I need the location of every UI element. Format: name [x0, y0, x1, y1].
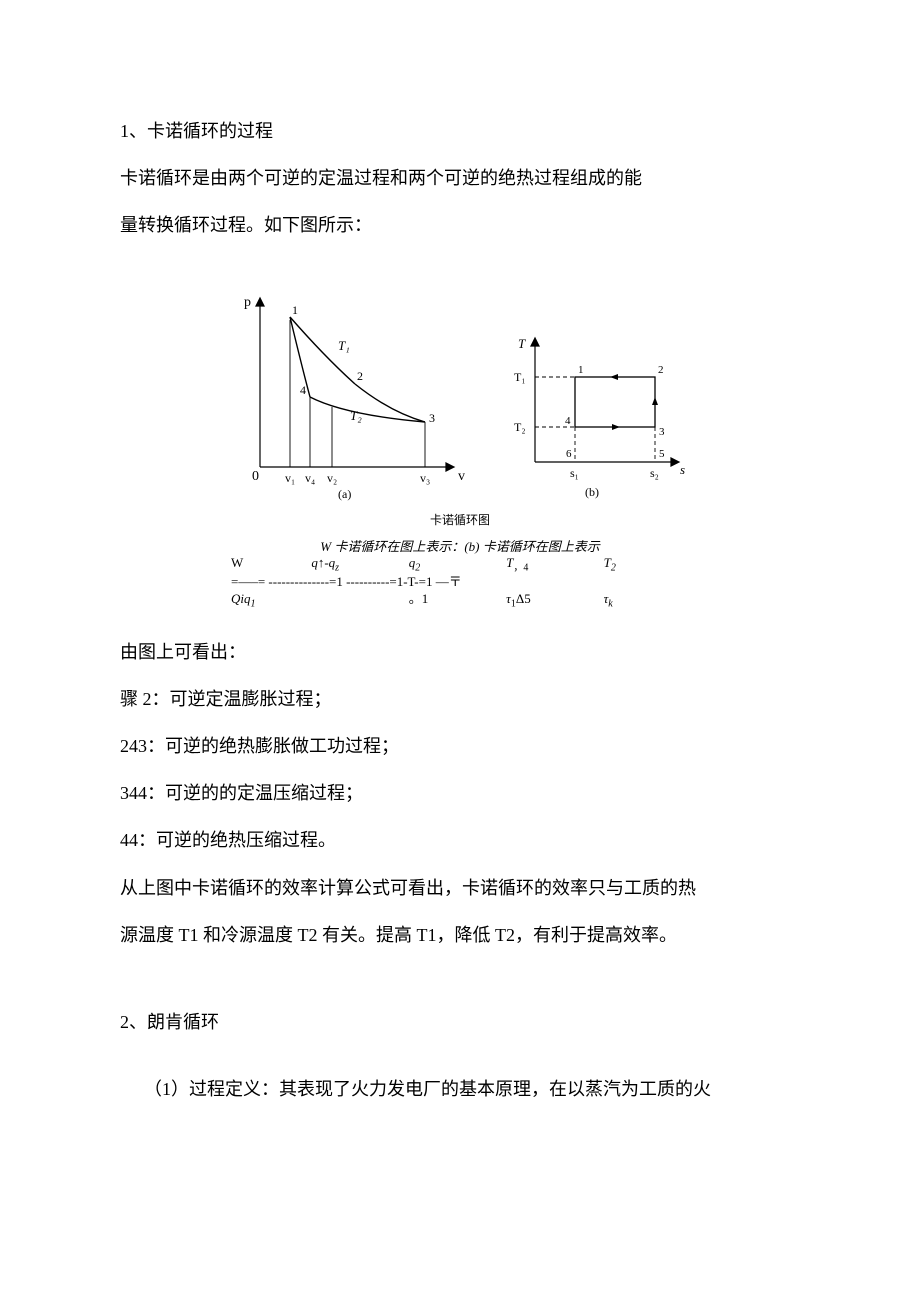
f-r1c4s: ，4	[513, 562, 528, 573]
pv-y-label: p	[244, 295, 251, 310]
pv-origin: 0	[252, 469, 259, 484]
body-p5: 243：可逆的绝热膨胀做工功过程；	[120, 725, 800, 768]
body-p3: 由图上可看出：	[120, 631, 800, 674]
sec1-p2: 量转换循环过程。如下图所示：	[120, 204, 800, 247]
f-r1c5: T	[604, 555, 611, 570]
ts-pt2: 2	[658, 364, 664, 376]
sec1-p1: 卡诺循环是由两个可逆的定温过程和两个可逆的绝热过程组成的能	[120, 157, 800, 200]
f-r1c2: q↑-q	[311, 555, 335, 570]
ts-x-label: s	[680, 462, 685, 477]
pv-tick-v1: v₁	[285, 471, 295, 485]
ts-pt4: 4	[565, 415, 571, 427]
f-r1c1: W	[231, 555, 243, 570]
ts-diagram: T s T₁ T₂ s₁ s₂ 1 2 3 4 5 6 (b)	[500, 332, 690, 502]
diagrams-row: p v 0 v₁ v₄ v₂ v₃ 1 2 3 4 T₁ T₂ (a)	[230, 292, 690, 502]
ts-pt1: 1	[578, 364, 584, 376]
body-p7: 44：可逆的绝热压缩过程。	[120, 819, 800, 862]
formula-row2: =—–= --------------=1 ----------=1-T-=1 …	[225, 574, 695, 591]
formula-grid: W q↑-qz q2 T，4 T2 =—–= --------------=1 …	[225, 555, 695, 611]
ts-pt6: 6	[566, 448, 572, 460]
formula-line1-b: (b) 卡诺循环在图上表示	[464, 539, 599, 554]
ts-xtick-s2: s₂	[650, 466, 659, 480]
f-r1c3s: 2	[415, 562, 420, 573]
ts-ytick-t1: T₁	[514, 370, 526, 384]
pv-tick-v2: v₂	[327, 471, 337, 485]
pv-pt4: 4	[300, 383, 306, 397]
section-gap	[120, 961, 800, 1001]
formula-row1: W q↑-qz q2 T，4 T2	[225, 555, 695, 575]
pv-curve-t1: T₁	[338, 338, 350, 353]
ts-ytick-t2: T₂	[514, 420, 526, 434]
body-p4: 骤 2：可逆定温膨胀过程；	[120, 678, 800, 721]
figure-caption: 卡诺循环图	[120, 511, 800, 528]
formula-block: W 卡诺循环在图上表示：(b) 卡诺循环在图上表示 W q↑-qz q2 T，4…	[225, 536, 695, 611]
formula-line1-a: W 卡诺循环在图上表示：	[320, 539, 464, 554]
f-r3c1s: 1	[251, 599, 256, 610]
f-r3c4s: k	[608, 599, 612, 610]
pv-tick-v3: v₃	[420, 471, 430, 485]
f-r3c3b: Δ5	[516, 591, 531, 606]
f-r2: =—–= --------------=1 ----------=1-T-=1 …	[225, 574, 462, 591]
body-p9: 源温度 T1 和冷源温度 T2 有关。提高 T1，降低 T2，有利于提高效率。	[120, 914, 800, 957]
figure-block: p v 0 v₁ v₄ v₂ v₃ 1 2 3 4 T₁ T₂ (a)	[120, 292, 800, 611]
ts-xtick-s1: s₁	[570, 466, 579, 480]
f-r3c1: Qiq	[231, 591, 251, 606]
sec2-p1: （1）过程定义：其表现了火力发电厂的基本原理，在以蒸汽为工质的火	[120, 1068, 800, 1111]
formula-row3: Qiq1 。1 τ1Δ5 τk	[225, 591, 695, 611]
ts-pt3: 3	[659, 426, 665, 438]
f-r3c2: 。1	[409, 591, 429, 606]
pv-pt2: 2	[357, 369, 363, 383]
pv-pt1: 1	[292, 303, 298, 317]
pv-x-label: v	[458, 469, 465, 484]
pv-pt3: 3	[429, 411, 435, 425]
body-p8: 从上图中卡诺循环的效率计算公式可看出，卡诺循环的效率只与工质的热	[120, 867, 800, 910]
ts-sub-b: (b)	[585, 485, 599, 499]
ts-y-label: T	[518, 336, 526, 351]
f-r1c5s: 2	[611, 562, 616, 573]
pv-diagram: p v 0 v₁ v₄ v₂ v₃ 1 2 3 4 T₁ T₂ (a)	[230, 292, 470, 502]
sec1-heading: 1、卡诺循环的过程	[120, 110, 800, 153]
sec2-gap	[120, 1048, 800, 1068]
sec2-heading: 2、朗肯循环	[120, 1001, 800, 1044]
pv-tick-v4: v₄	[305, 471, 315, 485]
formula-line1: W 卡诺循环在图上表示：(b) 卡诺循环在图上表示	[225, 536, 695, 555]
ts-pt5: 5	[659, 448, 665, 460]
body-p6: 344：可逆的的定温压缩过程；	[120, 772, 800, 815]
pv-curve-t2: T₂	[350, 408, 362, 423]
f-r1c2s: z	[335, 562, 339, 573]
pv-sub-a: (a)	[338, 487, 351, 501]
